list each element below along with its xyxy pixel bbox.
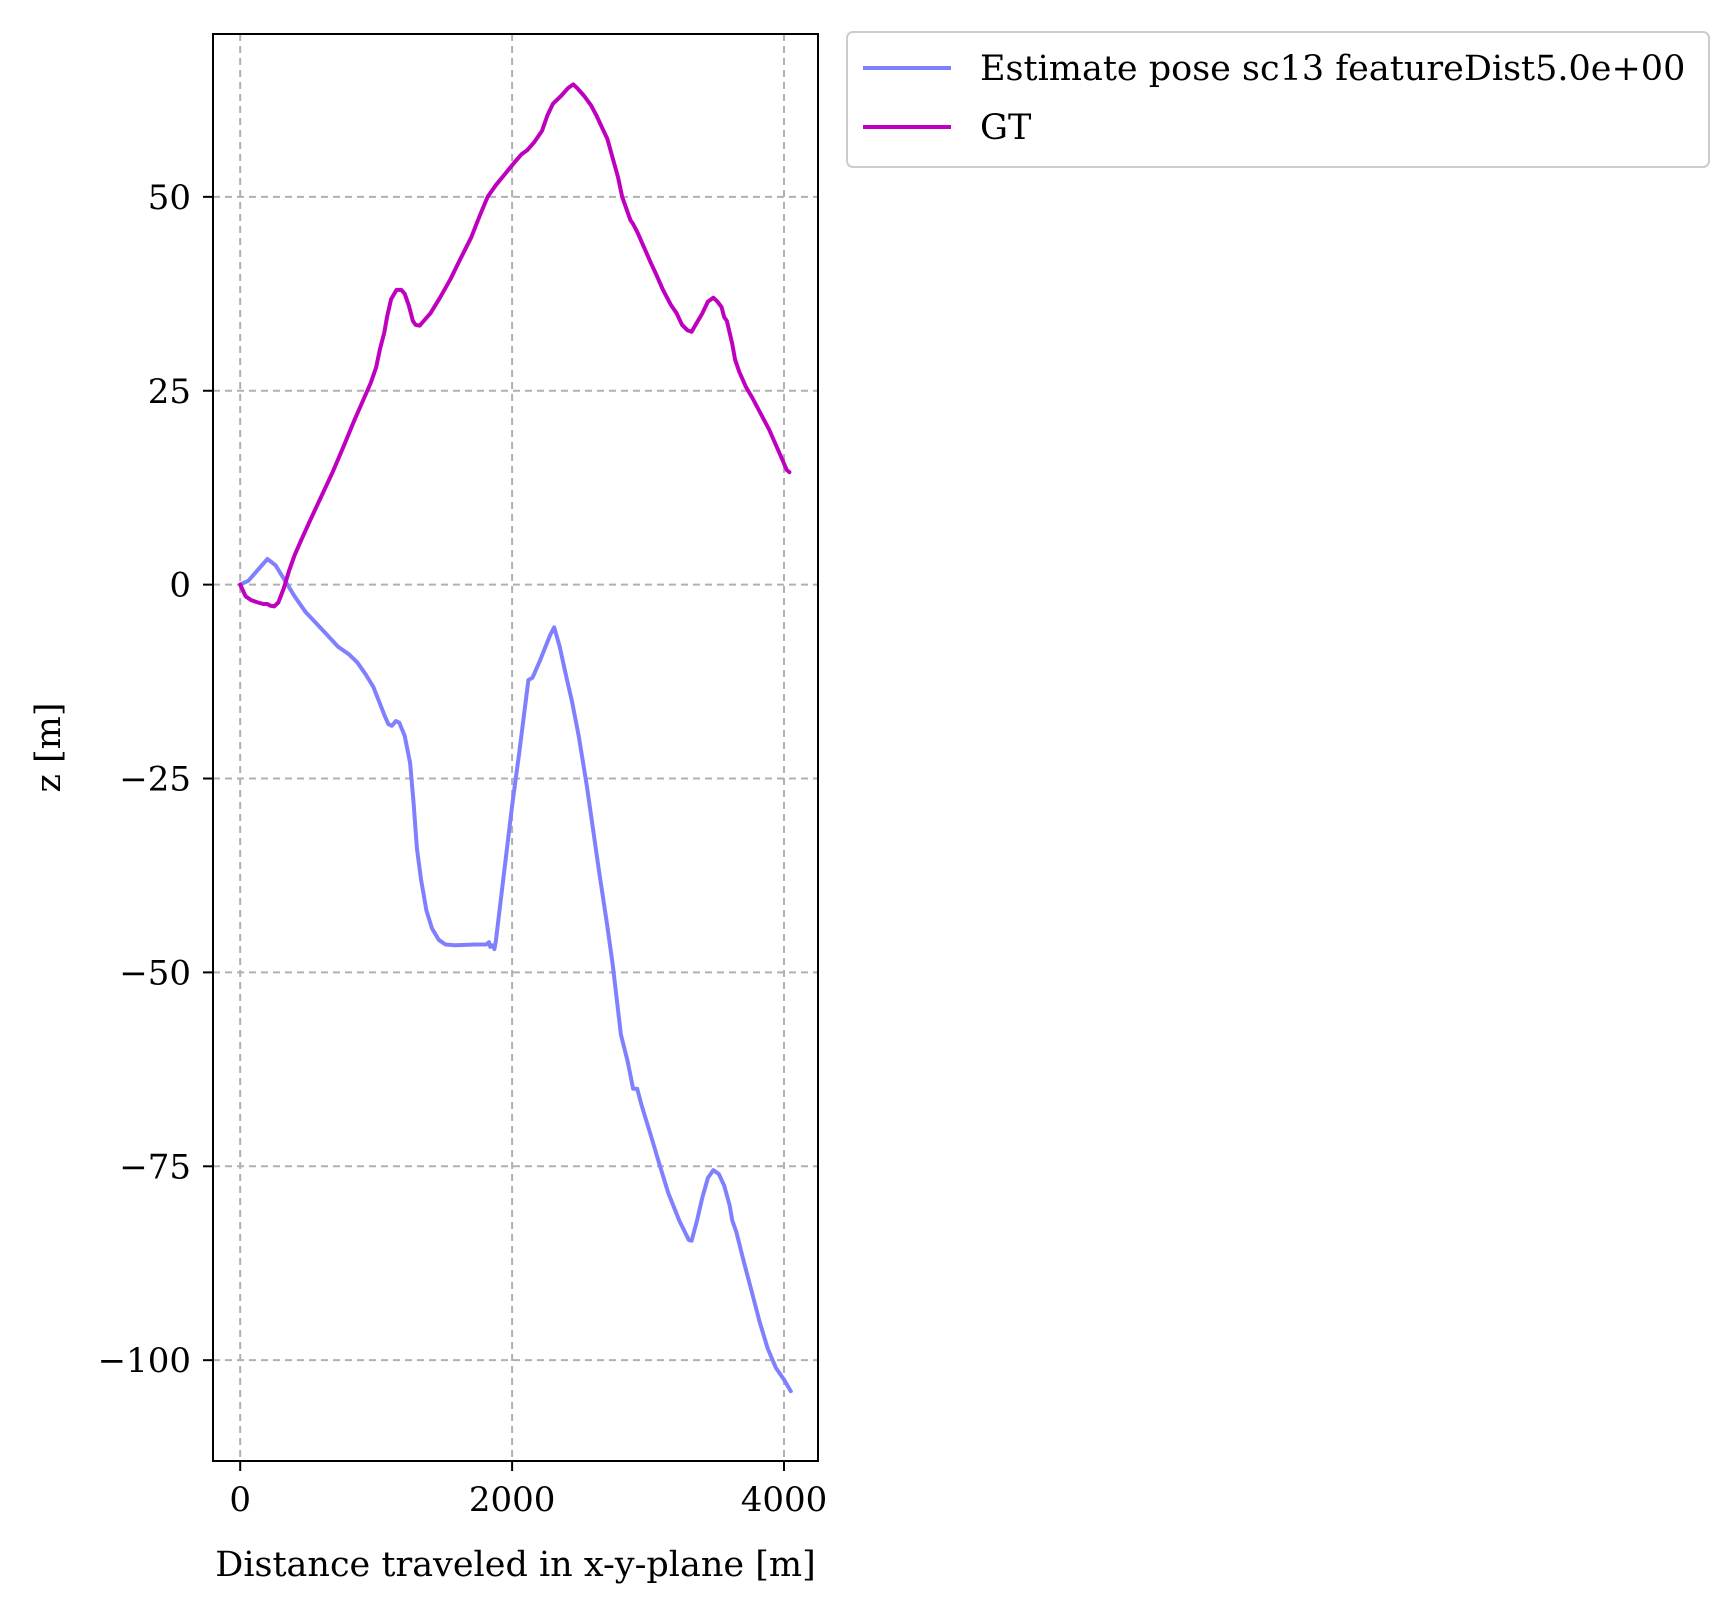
x-tick-label: 4000 [741, 1480, 828, 1520]
legend: Estimate pose sc13 featureDist5.0e+00 GT [846, 31, 1710, 168]
y-axis-label: z [m] [29, 702, 69, 792]
plot-frame [212, 33, 819, 1462]
x-axis-label: Distance traveled in x-y-plane [m] [215, 1545, 815, 1585]
axis-ticks: 0 2000 4000 50 25 0 −25 −50 −75 −100 [98, 178, 828, 1520]
series-line-estimate [238, 557, 793, 1394]
grid [213, 34, 818, 1461]
x-tick-label: 2000 [469, 1480, 556, 1520]
y-tick-label: −75 [119, 1147, 191, 1187]
y-tick-label: 25 [148, 372, 191, 412]
y-tick-label: −50 [119, 953, 191, 993]
series-line-gt [238, 82, 792, 609]
y-tick-label: 0 [169, 566, 191, 606]
legend-label-estimate: Estimate pose sc13 featureDist5.0e+00 [980, 49, 1685, 89]
y-tick-label: −25 [119, 760, 191, 800]
y-tick-label: −100 [98, 1341, 191, 1381]
y-tick-label: 50 [148, 178, 191, 218]
x-tick-label: 0 [229, 1480, 251, 1520]
legend-label-gt: GT [980, 108, 1031, 148]
series-lines [238, 82, 793, 1394]
legend-box [846, 31, 1710, 168]
